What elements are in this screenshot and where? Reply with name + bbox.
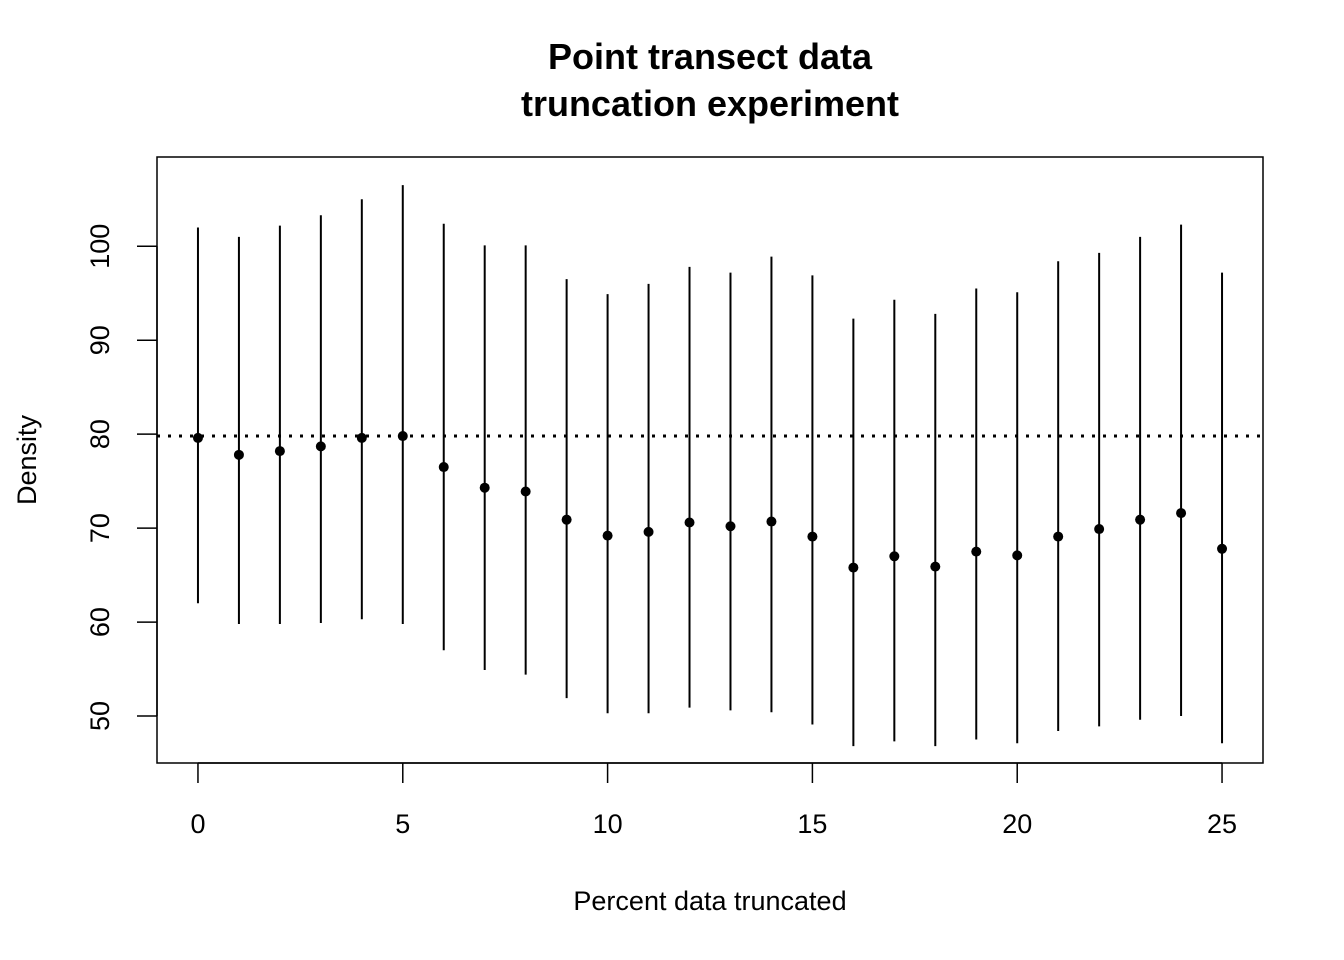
x-axis: 0 5 10 15 20 25 [190,762,1237,839]
estimate-point [971,546,982,557]
estimate-point [192,432,203,443]
estimate-point [848,562,859,573]
x-tick-label: 25 [1207,809,1237,839]
estimate-point [889,551,900,562]
x-tick-label: 10 [593,809,623,839]
estimate-point [315,441,326,452]
estimate-point [1176,508,1187,519]
chart-title-line2: truncation experiment [521,83,899,124]
estimate-point [725,521,736,532]
estimate-point [766,516,777,527]
estimate-points [192,431,1228,573]
estimate-point [438,462,449,473]
error-bars [196,185,1224,747]
x-tick-label: 15 [797,809,827,839]
estimate-point [684,517,695,528]
chart-title-line1: Point transect data [548,36,873,77]
estimate-point [1012,550,1023,561]
estimate-point [602,530,613,541]
x-tick-label: 0 [190,809,205,839]
estimate-point [1135,514,1146,525]
estimate-point [1217,543,1228,554]
estimate-point [479,482,490,493]
estimate-point [807,531,818,542]
estimate-point [233,449,244,460]
y-tick-label: 90 [85,325,115,355]
x-axis-label: Percent data truncated [573,886,846,916]
y-tick-label: 100 [85,224,115,269]
estimate-point [561,514,572,525]
estimate-point [356,432,367,443]
estimate-point [930,561,941,572]
y-tick-label: 80 [85,419,115,449]
estimate-point [274,446,285,457]
plot-frame [156,156,1264,764]
estimate-point [1053,531,1064,542]
estimate-point [1094,524,1105,535]
y-tick-label: 50 [85,701,115,731]
x-tick-label: 5 [395,809,410,839]
y-tick-label: 60 [85,607,115,637]
y-tick-label: 70 [85,513,115,543]
y-axis: 50 60 70 80 90 100 [85,224,158,731]
x-tick-label: 20 [1002,809,1032,839]
estimate-point [520,486,531,497]
y-axis-label: Density [12,414,42,505]
estimate-point [643,526,654,537]
estimate-point [397,431,408,442]
